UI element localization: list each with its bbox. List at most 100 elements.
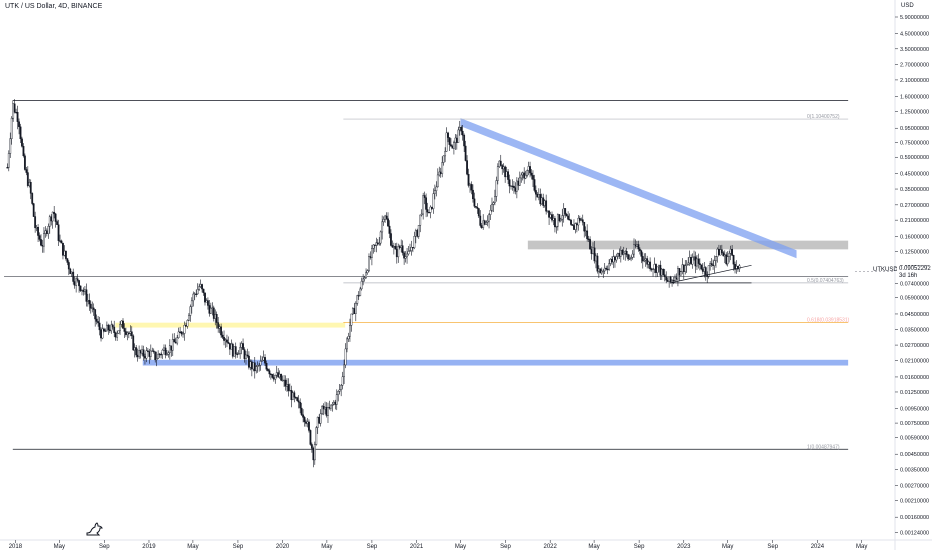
y-tick-label: 1.25000000 [900,110,929,116]
candle-body [583,221,586,232]
candle-body [573,225,575,230]
candle-body [139,350,142,354]
y-axis[interactable]: 5.90000000 4.50000000 3.50000000 2.70000000… [894,0,929,550]
candle-body [609,258,612,264]
candle-body [558,214,561,222]
candle-body [302,414,304,418]
candle-body [289,390,291,392]
candle-body [133,347,136,351]
x-tick-label: May [54,544,65,550]
candle-body [252,362,255,370]
candle-body [476,207,479,209]
candle-body [173,339,176,343]
candle-body [511,185,514,187]
candle-body [23,155,26,170]
candle-body [318,416,321,424]
candle-body [520,174,523,179]
candle-body [677,268,679,280]
candle-body [230,343,233,350]
candle-body [154,351,157,361]
candle-body [372,244,375,249]
candle-body [300,407,303,415]
candle-body [552,218,555,221]
candle-body [347,336,350,340]
candle-body [657,264,660,268]
candle-body [209,307,212,314]
candle-body [697,258,700,264]
candle-body [281,379,284,382]
candle-body [337,391,340,395]
candle-body [504,166,507,178]
candle-body [596,255,599,272]
candle-body [722,252,725,257]
candle-body [319,413,322,424]
candle-body [564,208,567,215]
candle-body [265,362,268,370]
candle-body [587,238,590,240]
candle-body [570,220,572,225]
candle-body [255,366,258,372]
candle-body [15,111,18,114]
candle-body [328,407,331,409]
tradingview-logo-icon[interactable] [86,522,104,536]
candle-body [205,300,208,303]
candle-body [221,334,224,338]
candle-body [703,267,706,272]
yellow-zone [115,322,346,328]
candle-body [615,256,618,261]
candle-body [397,246,400,258]
x-axis[interactable]: 2018 May Sep 2019 May Sep 2020 May Sep 2021 May Sep… [0,539,932,550]
candle-body [272,377,275,380]
candle-body [125,331,127,335]
candle-body [524,175,527,179]
candle-body [183,325,186,334]
candle-body [321,405,324,414]
last-price-box: 0.09052292 3d 16h [897,266,932,280]
candle-body [331,404,334,406]
candle-body [586,230,589,240]
x-tick-label: May [588,544,599,550]
candle-body [630,257,632,259]
candle-body [679,271,682,276]
candle-body [144,356,146,359]
candle-body [619,249,622,257]
candle-body [473,198,476,207]
candle-body [163,347,165,351]
candle-body [527,166,530,171]
candle-body [207,300,209,306]
candle-body [246,354,249,357]
candle-body [294,396,297,399]
candle-body [539,194,542,205]
candle-body [132,335,135,351]
candle-body [554,218,556,228]
x-tick-label: May [321,544,332,550]
candle-body [297,400,300,403]
candle-body [142,349,145,357]
candle-body [533,179,536,191]
candle-body [195,293,198,295]
candle-body [84,289,86,292]
candle-body [28,182,31,186]
candle-body [43,233,45,247]
candle-body [518,177,521,186]
candle-body [502,166,505,170]
candle-body [110,324,113,332]
candle-body [271,374,274,378]
candle-body [700,264,703,270]
candle-body [441,162,444,174]
candle-body [100,329,102,339]
candle-body [403,252,406,259]
candle-body [262,357,265,361]
candle-body [256,365,259,367]
y-tick-label: 0.00270000 [900,483,929,489]
candle-body [608,263,611,270]
candle-body [417,225,420,237]
candle-body [267,369,269,371]
candle-body [338,389,341,392]
candle-body [618,252,621,257]
y-tick-label: 0.00450000 [900,452,929,458]
candle-body [32,203,35,217]
candle-body [193,293,196,295]
